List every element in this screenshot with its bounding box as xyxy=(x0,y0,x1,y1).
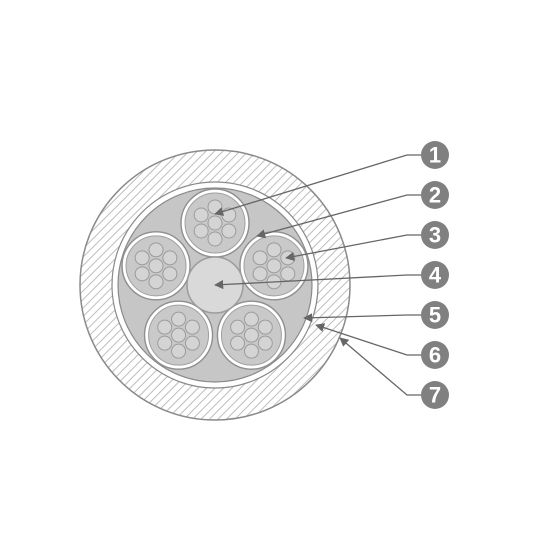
callout-number: 2 xyxy=(429,183,441,208)
fiber xyxy=(172,344,186,358)
fiber xyxy=(135,251,149,265)
fiber xyxy=(172,328,186,342)
fiber xyxy=(222,224,236,238)
fiber xyxy=(149,259,163,273)
loose-tube xyxy=(122,232,190,300)
fiber xyxy=(149,243,163,257)
fiber xyxy=(267,259,281,273)
fiber xyxy=(253,267,267,281)
fiber xyxy=(158,336,172,350)
loose-tube xyxy=(240,232,308,300)
callout-number: 5 xyxy=(429,303,441,328)
callout-number: 3 xyxy=(429,223,441,248)
fiber xyxy=(244,328,258,342)
fiber xyxy=(231,336,245,350)
fiber xyxy=(208,216,222,230)
fiber xyxy=(185,336,199,350)
loose-tube xyxy=(181,189,249,257)
fiber xyxy=(231,320,245,334)
fiber xyxy=(185,320,199,334)
fiber xyxy=(258,320,272,334)
fiber xyxy=(163,267,177,281)
cable-cross-section-diagram: 1 2 3 4 5 6 7 xyxy=(0,0,560,560)
callout-number: 1 xyxy=(429,143,441,168)
callout-number: 6 xyxy=(429,343,441,368)
fiber xyxy=(135,267,149,281)
fiber xyxy=(244,344,258,358)
fiber xyxy=(194,224,208,238)
fiber xyxy=(149,275,163,289)
fiber xyxy=(208,232,222,246)
callout-number: 7 xyxy=(429,383,441,408)
fiber xyxy=(172,312,186,326)
fiber xyxy=(163,251,177,265)
loose-tube xyxy=(145,301,213,369)
fiber xyxy=(258,336,272,350)
callout-number: 4 xyxy=(429,263,442,288)
fiber xyxy=(244,312,258,326)
fiber xyxy=(253,251,267,265)
fiber xyxy=(267,243,281,257)
fiber xyxy=(281,267,295,281)
loose-tube xyxy=(217,301,285,369)
fiber xyxy=(158,320,172,334)
fiber xyxy=(194,208,208,222)
